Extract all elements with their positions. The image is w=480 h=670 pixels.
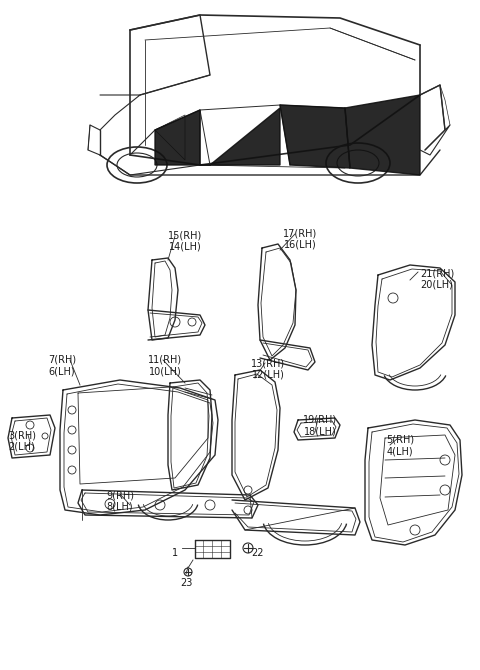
Text: 9(RH)
8(LH): 9(RH) 8(LH)	[106, 490, 134, 512]
Text: 23: 23	[180, 578, 192, 588]
Text: 13(RH)
12(LH): 13(RH) 12(LH)	[251, 358, 285, 380]
Text: 21(RH)
20(LH): 21(RH) 20(LH)	[420, 268, 454, 289]
Text: 1: 1	[172, 548, 178, 558]
Text: 15(RH)
14(LH): 15(RH) 14(LH)	[168, 230, 202, 252]
Text: 3(RH)
2(LH): 3(RH) 2(LH)	[8, 430, 36, 452]
Polygon shape	[155, 108, 280, 165]
Text: 11(RH)
10(LH): 11(RH) 10(LH)	[148, 355, 182, 377]
Text: 7(RH)
6(LH): 7(RH) 6(LH)	[48, 355, 76, 377]
Text: 17(RH)
16(LH): 17(RH) 16(LH)	[283, 228, 317, 250]
Text: 22: 22	[252, 548, 264, 558]
Text: 19(RH)
18(LH): 19(RH) 18(LH)	[303, 415, 337, 437]
Text: 5(RH)
4(LH): 5(RH) 4(LH)	[386, 435, 414, 456]
Polygon shape	[280, 105, 350, 168]
Polygon shape	[345, 95, 420, 175]
